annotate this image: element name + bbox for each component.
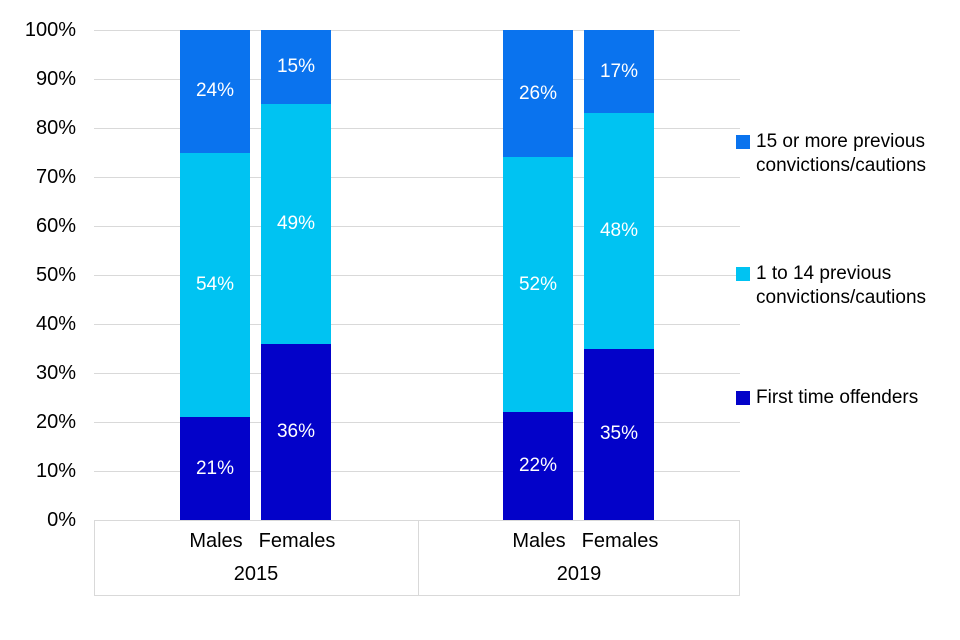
legend-swatch-1-to-14-icon <box>736 267 750 281</box>
bar-value-label: 26% <box>518 82 558 104</box>
gridline-40 <box>94 324 740 325</box>
gridline-80 <box>94 128 740 129</box>
legend-swatch-first-time-icon <box>736 391 750 405</box>
bar-2019-males: 26% 52% 22% <box>503 30 573 520</box>
legend-item-1-to-14: 1 to 14 previous convictions/cautions <box>736 262 960 310</box>
y-tick-label-70: 70% <box>35 166 76 188</box>
y-tick-label-100: 100% <box>24 19 76 41</box>
gridline-20 <box>94 422 740 423</box>
bar-segment: 49% <box>261 103 331 344</box>
bar-value-label: 49% <box>276 212 316 234</box>
gridline-10 <box>94 471 740 472</box>
bar-value-label: 48% <box>599 219 639 241</box>
bar-value-label: 21% <box>195 457 235 479</box>
bar-segment: 54% <box>180 152 250 418</box>
bar-value-label: 36% <box>276 420 316 442</box>
legend-label: First time offenders <box>756 387 919 408</box>
bar-value-label: 52% <box>518 273 558 295</box>
bar-segment: 48% <box>584 113 654 349</box>
bar-segment: 15% <box>261 30 331 104</box>
bar-value-label: 22% <box>518 455 558 477</box>
legend-item-15-or-more: 15 or more previous convictions/cautions <box>736 130 960 178</box>
category-label-males-2019: Males <box>512 530 566 552</box>
y-tick-label-20: 20% <box>35 411 76 433</box>
gridline-60 <box>94 226 740 227</box>
bar-2019-females: 17% 48% 35% <box>584 30 654 520</box>
y-tick-label-30: 30% <box>35 362 76 384</box>
y-tick-label-50: 50% <box>35 264 76 286</box>
category-label-males-2015: Males <box>189 530 243 552</box>
legend-swatch-15-or-more-icon <box>736 135 750 149</box>
bar-segment: 36% <box>261 343 331 520</box>
legend: 15 or more previous convictions/cautions… <box>736 0 960 640</box>
bar-segment: 52% <box>503 157 573 413</box>
bar-segment: 26% <box>503 30 573 158</box>
legend-item-first-time: First time offenders <box>736 386 918 410</box>
y-tick-label-80: 80% <box>35 117 76 139</box>
y-tick-label-90: 90% <box>35 68 76 90</box>
category-label-females-2015: Females <box>258 530 336 552</box>
group-divider <box>418 521 419 595</box>
legend-label: 1 to 14 previous convictions/cautions <box>756 263 927 308</box>
bar-segment: 21% <box>180 417 250 520</box>
y-tick-label-60: 60% <box>35 215 76 237</box>
bar-segment: 22% <box>503 412 573 520</box>
category-label-females-2019: Females <box>581 530 659 552</box>
bar-value-label: 17% <box>599 60 639 82</box>
bar-value-label: 54% <box>195 273 235 295</box>
gridline-50 <box>94 275 740 276</box>
bar-2015-females: 15% 49% 36% <box>261 30 331 520</box>
bar-value-label: 35% <box>599 423 639 445</box>
bar-segment: 35% <box>584 348 654 520</box>
bar-segment: 24% <box>180 30 250 153</box>
legend-label: 15 or more previous convictions/cautions <box>756 131 927 176</box>
gridline-100 <box>94 30 740 31</box>
group-label-2015: 2015 <box>233 563 279 585</box>
bar-2015-males: 24% 54% 21% <box>180 30 250 520</box>
gridline-90 <box>94 79 740 80</box>
y-tick-label-0: 0% <box>47 509 76 531</box>
gridline-70 <box>94 177 740 178</box>
y-tick-label-10: 10% <box>35 460 76 482</box>
x-axis-box: Males Females Males Females 2015 2019 <box>94 520 740 596</box>
group-label-2019: 2019 <box>556 563 602 585</box>
bar-segment: 17% <box>584 30 654 114</box>
bar-value-label: 24% <box>195 80 235 102</box>
gridline-30 <box>94 373 740 374</box>
plot-area: 24% 54% 21% 15% 49% 36% 26% 52% 22% 17% 48% 35% <box>94 30 740 521</box>
y-tick-label-40: 40% <box>35 313 76 335</box>
bar-value-label: 15% <box>276 55 316 77</box>
